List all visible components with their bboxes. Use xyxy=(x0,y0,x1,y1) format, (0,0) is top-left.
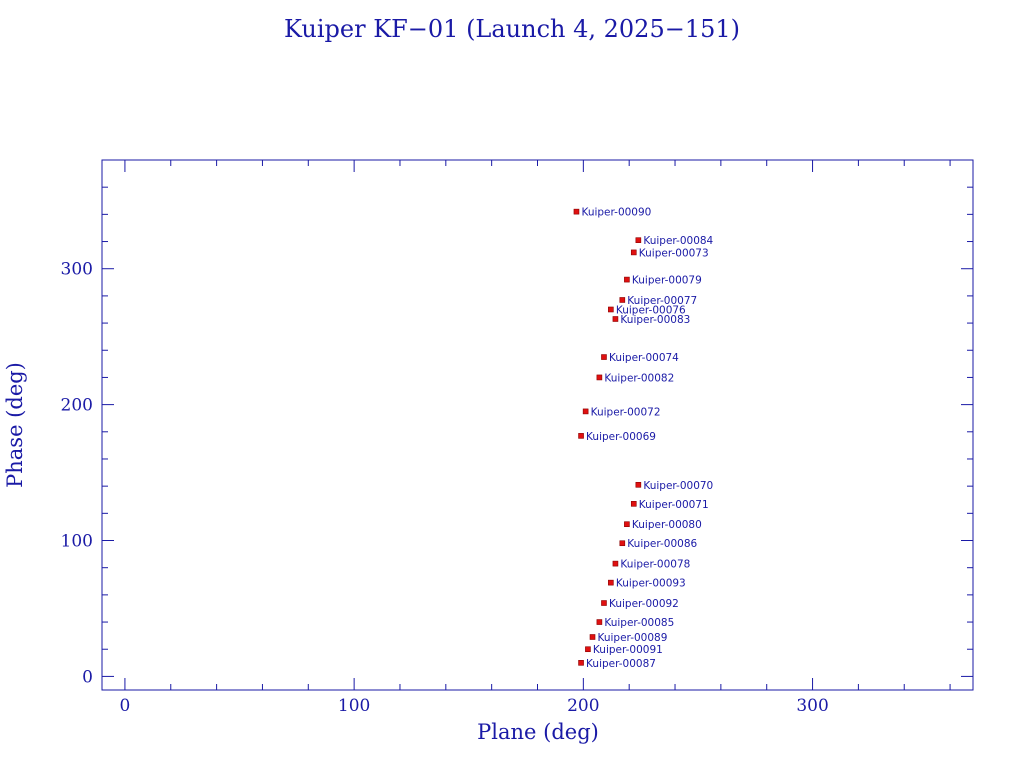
data-point-label: Kuiper-00078 xyxy=(620,559,690,571)
data-point-label: Kuiper-00093 xyxy=(616,578,686,590)
data-point-label: Kuiper-00069 xyxy=(586,431,656,443)
data-point xyxy=(589,634,596,640)
x-axis-label: Plane (deg) xyxy=(477,720,599,744)
data-point xyxy=(635,237,642,243)
data-point xyxy=(619,297,626,303)
data-point-label: Kuiper-00083 xyxy=(620,314,690,326)
data-point-label: Kuiper-00072 xyxy=(591,406,661,418)
y-tick-label: 200 xyxy=(61,396,93,416)
data-point xyxy=(608,306,614,313)
data-point xyxy=(582,408,589,415)
data-point xyxy=(585,646,591,653)
data-point xyxy=(608,579,614,586)
data-point xyxy=(601,600,607,606)
data-point-label: Kuiper-00084 xyxy=(643,235,713,247)
x-tick-label: 200 xyxy=(567,696,599,716)
data-point xyxy=(619,540,626,547)
y-tick-label: 300 xyxy=(61,260,93,280)
data-point-label: Kuiper-00090 xyxy=(581,207,651,219)
data-point xyxy=(635,481,642,488)
x-tick-label: 0 xyxy=(120,696,131,716)
chart-title: Kuiper KF−01 (Launch 4, 2025−151) xyxy=(284,15,740,43)
data-point-label: Kuiper-00086 xyxy=(627,538,697,550)
data-point xyxy=(630,249,637,256)
data-point-label: Kuiper-00082 xyxy=(604,372,674,384)
data-point-label: Kuiper-00087 xyxy=(586,658,656,670)
axis-ticks: 0 100 200 300 0 100 200 300 xyxy=(61,159,973,716)
plot-frame xyxy=(101,159,974,691)
data-point xyxy=(630,501,637,507)
data-point xyxy=(578,433,584,439)
data-point-label: Kuiper-00070 xyxy=(643,480,713,492)
data-point-label: Kuiper-00077 xyxy=(627,295,697,307)
y-axis-label: Phase (deg) xyxy=(3,362,27,488)
data-point-label: Kuiper-00074 xyxy=(609,352,679,364)
y-tick-label: 100 xyxy=(61,532,93,552)
y-tick-label: 0 xyxy=(82,667,93,687)
data-point xyxy=(624,276,630,283)
data-point-label: Kuiper-00080 xyxy=(632,519,702,531)
data-point xyxy=(573,208,580,215)
data-point-label: Kuiper-00076 xyxy=(616,304,686,316)
x-tick-label: 100 xyxy=(338,696,370,716)
data-point-label: Kuiper-00073 xyxy=(639,247,709,259)
x-tick-label: 300 xyxy=(796,696,828,716)
data-point xyxy=(612,560,619,567)
data-point xyxy=(596,619,603,625)
data-point xyxy=(578,660,584,666)
data-point-label: Kuiper-00091 xyxy=(593,644,663,656)
data-point-label: Kuiper-00085 xyxy=(604,617,674,629)
data-point-label: Kuiper-00092 xyxy=(609,598,679,610)
data-point xyxy=(601,354,607,360)
data-point-label: Kuiper-00071 xyxy=(639,499,709,511)
data-point xyxy=(624,521,630,528)
data-point-label: Kuiper-00079 xyxy=(632,275,702,287)
data-point xyxy=(612,316,619,322)
data-point-label: Kuiper-00089 xyxy=(598,632,668,644)
data-point xyxy=(596,374,603,381)
